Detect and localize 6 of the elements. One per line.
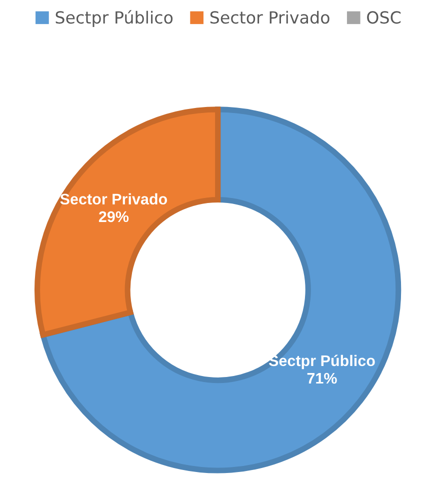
slice-label: Sector Privado [60, 193, 168, 205]
data-label: 71% [307, 372, 337, 384]
data-label: 29% [98, 211, 129, 222]
legend-label: Sector Privado [210, 10, 330, 24]
legend-label: Sectpr Público [56, 10, 173, 27]
legend-label: OSC [367, 11, 401, 24]
